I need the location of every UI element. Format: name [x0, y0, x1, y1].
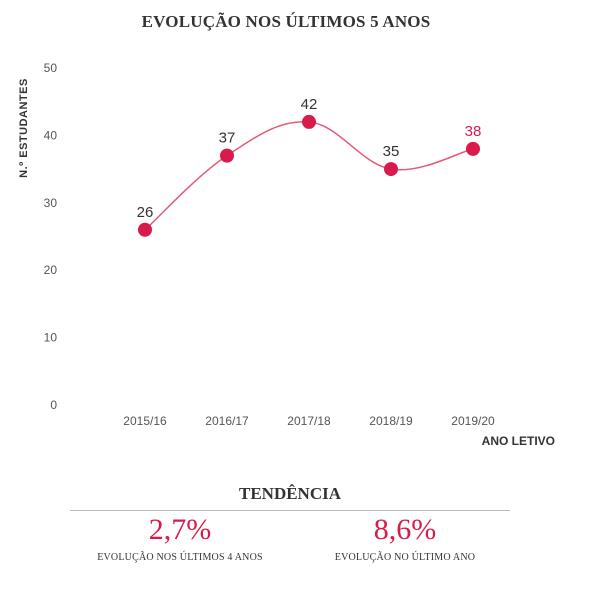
x-axis: 2015/16 2016/17 2017/18 2018/19 2019/20	[123, 414, 495, 428]
stat-value: 2,7%	[148, 513, 212, 546]
data-point	[220, 148, 234, 163]
x-tick-label: 2017/18	[287, 414, 331, 428]
y-tick-label: 30	[44, 196, 58, 210]
data-point	[384, 162, 398, 177]
chart-title: EVOLUÇÃO NOS ÚLTIMOS 5 ANOS	[141, 12, 431, 31]
y-tick-label: 20	[44, 263, 58, 277]
x-axis-label: ANO LETIVO	[482, 434, 555, 448]
line-chart: N.º ESTUDANTES 0 10 20 30 40 50 2015/16 2016/1…	[18, 61, 555, 448]
data-label: 37	[219, 130, 236, 147]
data-label: 26	[137, 204, 154, 221]
x-tick-label: 2018/19	[369, 414, 413, 428]
data-label: 42	[301, 96, 318, 113]
x-tick-label: 2015/16	[123, 414, 167, 428]
data-point	[138, 222, 152, 237]
y-tick-label: 10	[44, 331, 58, 345]
stat-label: EVOLUÇÃO NOS ÚLTIMOS 4 ANOS	[97, 552, 263, 563]
y-axis-label: N.º ESTUDANTES	[18, 78, 30, 178]
x-tick-label: 2019/20	[451, 414, 495, 428]
y-axis: N.º ESTUDANTES 0 10 20 30 40 50	[18, 61, 57, 412]
y-tick-label: 0	[50, 398, 57, 412]
series-line	[144, 121, 474, 231]
data-point	[302, 114, 316, 129]
data-label: 35	[383, 143, 400, 160]
y-tick-label: 40	[44, 128, 58, 142]
trend-divider	[70, 510, 510, 511]
stat-four-year: 2,7% EVOLUÇÃO NOS ÚLTIMOS 4 ANOS	[65, 512, 295, 563]
trend-title: TENDÊNCIA	[238, 484, 342, 503]
data-point	[466, 141, 480, 156]
stat-value: 8,6%	[373, 513, 437, 546]
stat-last-year: 8,6% EVOLUÇÃO NO ÚLTIMO ANO	[290, 512, 520, 563]
data-label: 38	[465, 123, 482, 140]
stat-label: EVOLUÇÃO NO ÚLTIMO ANO	[334, 552, 476, 563]
y-tick-label: 50	[44, 61, 58, 75]
x-tick-label: 2016/17	[205, 414, 249, 428]
